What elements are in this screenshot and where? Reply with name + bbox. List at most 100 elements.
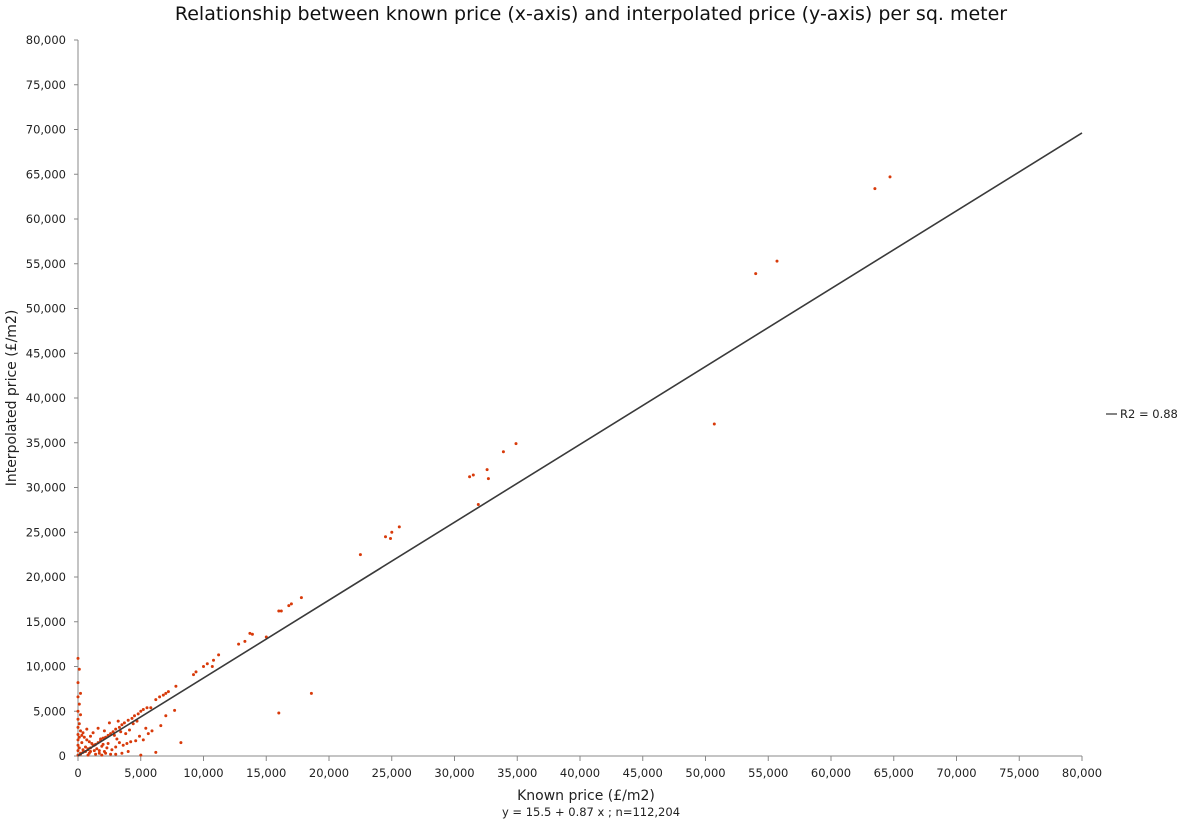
x-tick-label: 30,000 [434, 766, 474, 780]
data-point [76, 749, 80, 753]
data-point [114, 745, 118, 749]
data-point [110, 748, 114, 752]
data-point [217, 653, 221, 657]
data-point [202, 665, 205, 668]
x-tick-label: 70,000 [936, 766, 976, 780]
y-tick-label: 75,000 [26, 78, 66, 92]
y-tick-label: 55,000 [26, 257, 66, 271]
y-tick-label: 30,000 [26, 481, 66, 495]
x-axis-ticks: 0 5,000 10,000 15,000 20,000 25,000 30,000 35,0… [74, 756, 1102, 780]
y-tick-label: 20,000 [26, 570, 66, 584]
data-point [101, 742, 105, 746]
data-point [287, 604, 291, 608]
x-tick-label: 45,000 [623, 766, 663, 780]
data-point [121, 743, 125, 747]
data-point [117, 741, 121, 745]
data-point [89, 734, 92, 738]
x-tick-label: 35,000 [497, 766, 537, 780]
data-point [194, 670, 198, 674]
data-point [111, 730, 115, 734]
data-point [76, 656, 80, 660]
data-point [117, 725, 121, 729]
data-point [144, 726, 148, 730]
data-point [114, 752, 118, 756]
data-point [486, 477, 490, 481]
data-point [85, 727, 89, 731]
data-point [101, 736, 105, 740]
legend-label: R2 = 0.88 [1120, 407, 1178, 421]
data-point [468, 475, 472, 479]
data-point [205, 662, 209, 666]
data-point [77, 667, 81, 671]
data-point [94, 752, 98, 756]
data-point [122, 721, 126, 725]
y-tick-label: 60,000 [26, 212, 66, 226]
data-point [102, 729, 106, 733]
x-tick-label: 15,000 [246, 766, 286, 780]
data-point [104, 751, 108, 755]
data-point [192, 673, 195, 677]
data-point [141, 708, 145, 711]
data-point [514, 442, 518, 446]
x-tick-label: 20,000 [309, 766, 349, 780]
data-point [92, 749, 96, 753]
data-point [82, 735, 86, 739]
data-point [164, 714, 168, 718]
y-tick-label: 40,000 [26, 391, 66, 405]
data-point [84, 745, 87, 749]
data-point [131, 722, 135, 726]
data-point [126, 718, 130, 722]
data-point [161, 693, 165, 697]
data-point [212, 658, 215, 662]
data-point [125, 742, 129, 745]
data-point [97, 749, 101, 753]
y-tick-label: 35,000 [26, 436, 66, 450]
data-point [754, 272, 758, 276]
data-point [95, 747, 99, 751]
data-point [80, 741, 84, 745]
data-point [141, 738, 145, 742]
x-tick-label: 25,000 [372, 766, 412, 780]
data-point [129, 740, 133, 744]
data-point [91, 731, 95, 735]
data-point [309, 691, 313, 695]
data-point [501, 450, 505, 454]
data-point [158, 695, 162, 699]
data-point [210, 665, 214, 668]
data-point [126, 750, 130, 753]
chart-title: Relationship between known price (x-axis… [175, 3, 1007, 25]
data-point [80, 733, 84, 737]
x-axis-label: Known price (£/m2) [517, 788, 655, 804]
y-tick-label: 50,000 [26, 302, 66, 316]
data-point [476, 503, 480, 506]
legend: R2 = 0.88 [1106, 407, 1178, 421]
data-point [77, 735, 81, 739]
data-point [299, 596, 303, 600]
data-point [397, 525, 401, 529]
data-point [76, 681, 80, 685]
data-point [243, 639, 247, 643]
y-tick-label: 25,000 [26, 525, 66, 539]
data-point [76, 709, 80, 713]
data-point [86, 753, 90, 757]
data-point [109, 752, 113, 756]
data-point [179, 741, 183, 745]
data-point [96, 726, 100, 730]
data-point [115, 737, 119, 741]
data-point [130, 716, 134, 720]
data-point [237, 642, 241, 646]
x-tick-label: 0 [74, 766, 81, 780]
y-tick-label: 0 [59, 749, 66, 763]
data-point [154, 698, 158, 702]
y-tick-label: 80,000 [26, 33, 66, 47]
data-point [149, 706, 153, 710]
x-tick-label: 65,000 [874, 766, 914, 780]
data-point [145, 706, 149, 710]
data-point [77, 702, 81, 706]
y-axis-label: Interpolated price (£/m2) [4, 310, 20, 487]
x-tick-label: 50,000 [685, 766, 725, 780]
data-point [87, 740, 91, 744]
data-point [277, 711, 281, 715]
data-point [124, 732, 128, 736]
